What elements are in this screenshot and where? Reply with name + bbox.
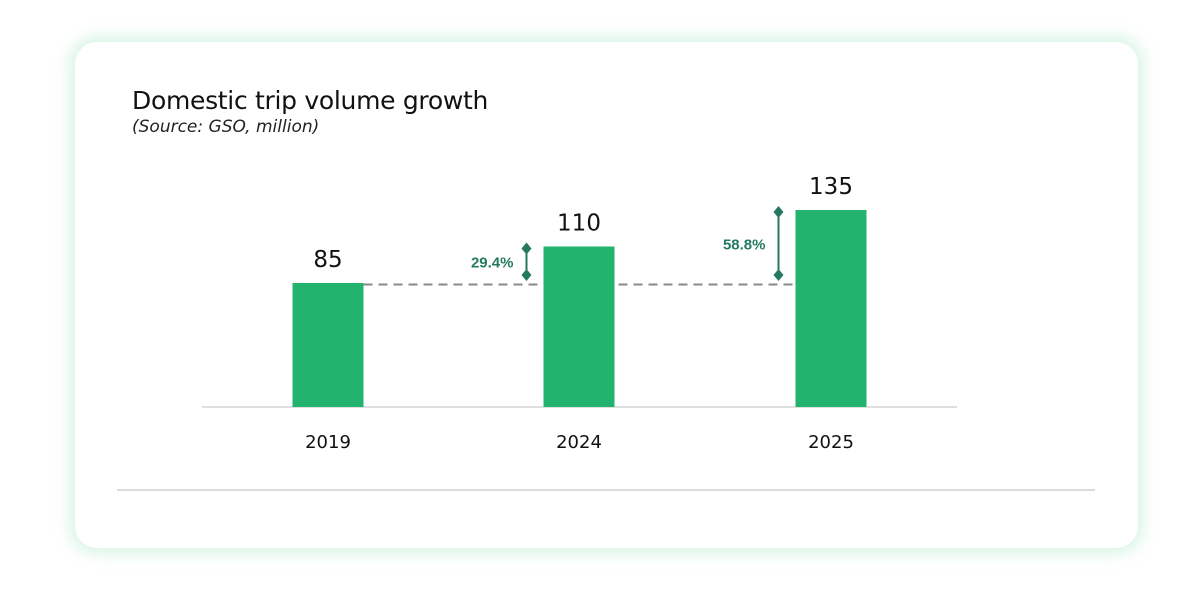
x-tick-label: 2024 xyxy=(556,432,602,453)
diamond-marker xyxy=(521,268,532,281)
divider xyxy=(117,489,1095,491)
chart-subtitle: (Source: GSO, million) xyxy=(132,117,320,137)
bar-2024 xyxy=(543,246,615,407)
data-label: 110 xyxy=(557,210,601,236)
bar-2025 xyxy=(795,210,867,407)
growth-label: 58.8% xyxy=(723,236,766,253)
diamond-marker xyxy=(521,242,532,255)
x-tick-label: 2025 xyxy=(808,432,854,453)
x-tick-label: 2019 xyxy=(305,432,351,453)
diamond-marker xyxy=(773,206,784,218)
bar-2019 xyxy=(292,282,364,407)
data-label: 135 xyxy=(809,174,853,200)
data-label: 85 xyxy=(313,247,342,273)
diamond-marker xyxy=(773,268,784,281)
growth-label: 29.4% xyxy=(471,255,514,272)
chart-title: Domestic trip volume growth xyxy=(132,86,489,115)
